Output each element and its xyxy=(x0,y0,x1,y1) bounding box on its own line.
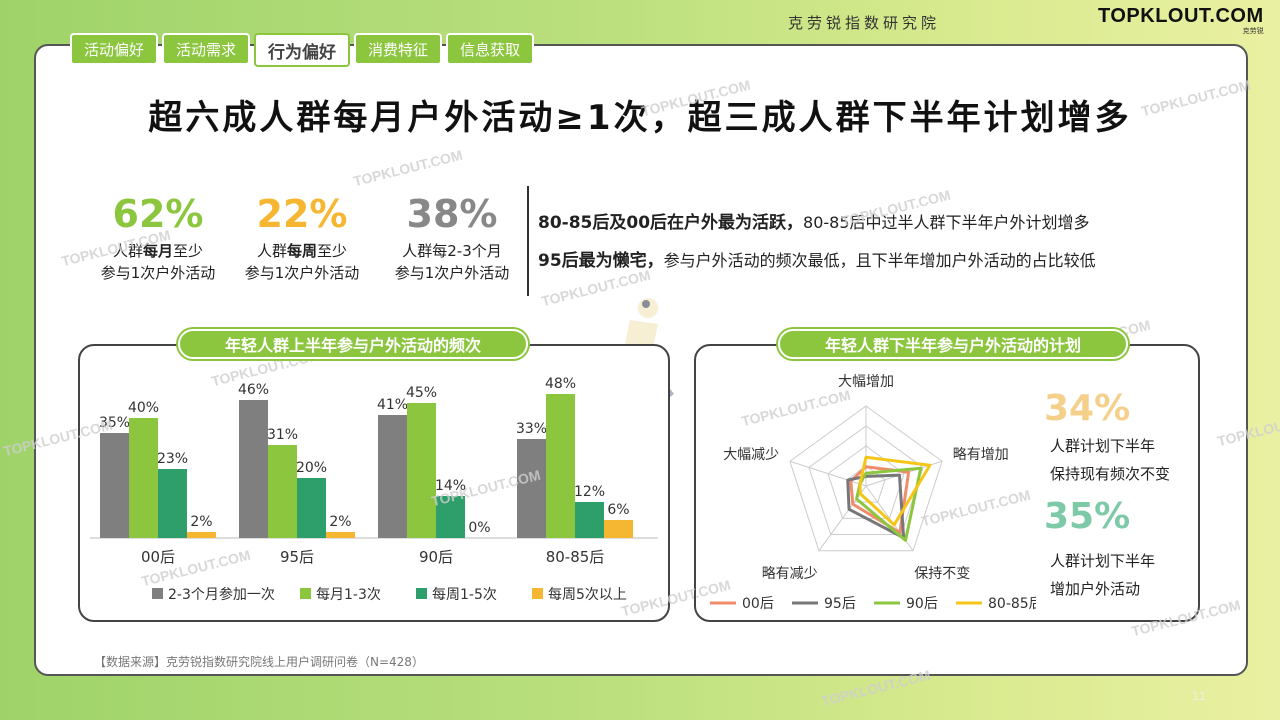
radar-axis-label: 略有减少 xyxy=(762,566,818,582)
bar-value-label: 41% xyxy=(377,397,408,413)
bar-value-label: 12% xyxy=(574,484,605,500)
legend-label: 每周5次以上 xyxy=(548,587,627,603)
radar-axis-label: 保持不变 xyxy=(914,566,970,582)
bar-value-label: 33% xyxy=(516,421,547,437)
radar-grid xyxy=(808,425,924,536)
radar-chart-panel xyxy=(694,344,1200,622)
radar-axis-label: 大幅减少 xyxy=(723,447,779,463)
legend-label: 每月1-3次 xyxy=(316,587,381,603)
tab-activity-preference[interactable]: 活动偏好 xyxy=(70,33,159,65)
bar xyxy=(517,439,546,538)
stat-weekly: 22% 人群每周至少 参与1次户外活动 xyxy=(222,192,382,284)
legend-label: 80-85后 xyxy=(988,596,1036,612)
org-name: 克劳锐指数研究院 xyxy=(788,14,941,32)
page-number: 11 xyxy=(1192,690,1206,703)
stat-value: 38% xyxy=(406,192,498,236)
bar xyxy=(129,418,158,538)
stat-label: 人群每周至少 参与1次户外活动 xyxy=(244,242,360,282)
highlight-keep-label: 人群计划下半年 保持现有频次不变 xyxy=(1050,437,1171,483)
category-label: 80-85后 xyxy=(546,548,605,566)
tab-consumption[interactable]: 消费特征 xyxy=(354,33,443,65)
bar xyxy=(575,502,604,538)
bar xyxy=(158,469,187,538)
bar-value-label: 31% xyxy=(267,427,298,443)
logo-text: TOPKLOUT.COM xyxy=(1098,5,1264,27)
bar-value-label: 2% xyxy=(190,514,212,530)
legend-label: 95后 xyxy=(824,596,856,612)
category-label: 95后 xyxy=(280,548,314,566)
logo-subtext: 克劳锐 xyxy=(1242,27,1264,35)
tab-bar: 活动偏好 活动需求 行为偏好 消费特征 信息获取 xyxy=(70,33,535,67)
insight-lazy: 95后最为懒宅，参与户外活动的频次最低，且下半年增加户外活动的占比较低 xyxy=(538,251,1096,271)
bar xyxy=(546,394,575,538)
stat-value: 22% xyxy=(256,192,348,236)
radar-series xyxy=(858,455,932,527)
bar-value-label: 48% xyxy=(545,376,576,392)
data-source: 【数据来源】克劳锐指数研究院线上用户调研问卷（N=428） xyxy=(94,655,424,669)
bar xyxy=(100,433,129,538)
radar-chart-title: 年轻人群下半年参与户外活动的计划 xyxy=(778,329,1128,359)
legend-swatch xyxy=(416,588,427,599)
radar-spoke xyxy=(789,460,867,487)
bar xyxy=(297,478,326,538)
radar-grid xyxy=(846,465,886,503)
bar xyxy=(326,532,355,538)
tab-activity-needs[interactable]: 活动需求 xyxy=(162,33,251,65)
tab-behavior-preference[interactable]: 行为偏好 xyxy=(254,33,351,67)
highlight-increase-value: 35% xyxy=(1044,496,1130,537)
bar xyxy=(268,445,297,538)
page-title: 超六成人群每月户外活动≥1次，超三成人群下半年计划增多 xyxy=(148,98,1132,138)
radar-axis-label: 大幅增加 xyxy=(838,374,894,390)
stat-bimonthly: 38% 人群每2-3个月 参与1次户外活动 xyxy=(372,192,532,284)
legend-label: 每周1-5次 xyxy=(432,587,497,603)
bar xyxy=(436,496,465,538)
bar-chart: 35%40% 23% 2% 00后 46% 31% 20% 2% 95后 41%45% 14% 0% 9… xyxy=(90,376,658,603)
highlight-increase-label: 人群计划下半年 增加户外活动 xyxy=(1050,552,1156,598)
divider xyxy=(527,186,529,296)
bar xyxy=(604,520,633,538)
category-label: 00后 xyxy=(141,548,175,566)
radar-grid xyxy=(789,405,943,552)
legend-label: 00后 xyxy=(742,596,774,612)
highlight-increase-number: 35% xyxy=(1044,496,1131,537)
legend-swatch xyxy=(532,588,543,599)
bar-value-label: 40% xyxy=(128,400,159,416)
highlight-keep-number: 34% xyxy=(1044,388,1131,429)
bar xyxy=(239,400,268,538)
bar-value-label: 20% xyxy=(296,460,327,476)
bar-value-label: 35% xyxy=(99,415,130,431)
stat-label: 人群每2-3个月 参与1次户外活动 xyxy=(394,242,510,282)
bar xyxy=(187,532,216,538)
legend-swatch xyxy=(152,588,163,599)
legend-swatch xyxy=(300,588,311,599)
radar-series xyxy=(846,473,906,540)
bar-value-label: 45% xyxy=(406,385,437,401)
category-label: 90后 xyxy=(419,548,453,566)
bar-value-label: 0% xyxy=(468,520,490,536)
insight-active: 80-85后及00后在户外最为活跃，80-85后中过半人群下半年户外计划增多 xyxy=(538,213,1090,233)
bar-value-label: 14% xyxy=(435,478,466,494)
bar-value-label: 2% xyxy=(329,514,351,530)
bar-value-label: 46% xyxy=(238,382,269,398)
bar-value-label: 6% xyxy=(607,502,629,518)
tab-information[interactable]: 信息获取 xyxy=(446,33,535,65)
radar-axis-label: 略有增加 xyxy=(953,447,1009,463)
highlight-keep-value: 34% xyxy=(1044,388,1130,429)
bar-value-label: 23% xyxy=(157,451,188,467)
brand-logo: TOPKLOUT.COM 克劳锐 xyxy=(1098,5,1264,36)
legend-label: 2-3个月参加一次 xyxy=(168,586,275,603)
stat-monthly: 62% 人群每月至少 参与1次户外活动 xyxy=(78,192,238,284)
stat-label: 人群每月至少 参与1次户外活动 xyxy=(100,242,216,282)
bar xyxy=(378,415,407,538)
stat-value: 62% xyxy=(112,192,204,236)
legend-label: 90后 xyxy=(906,596,938,612)
bar-chart-title: 年轻人群上半年参与户外活动的频次 xyxy=(178,329,528,359)
bar xyxy=(407,403,436,538)
